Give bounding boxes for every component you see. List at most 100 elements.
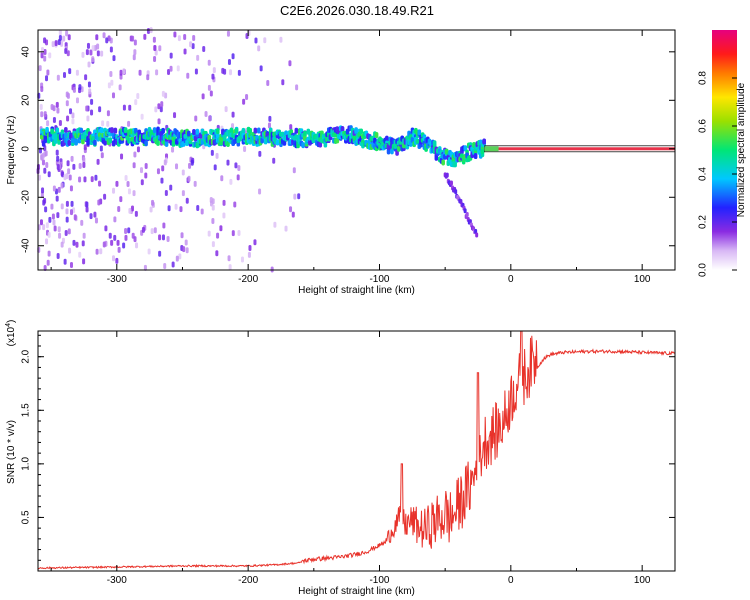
noise-cell	[65, 100, 69, 107]
ridge-peak-cell	[39, 134, 44, 140]
noise-cell	[39, 104, 43, 111]
spectrogram-frame	[37, 29, 676, 271]
noise-cell	[78, 84, 82, 91]
colorbar-label: Normalized spectral amplitude	[736, 82, 747, 217]
noise-cell	[66, 50, 70, 57]
noise-cell	[118, 84, 122, 91]
ridge-cell	[318, 141, 323, 148]
snr-y-ticks: 0.5 1.0 1.5 2.0	[21, 334, 675, 561]
ridge-cell	[113, 127, 118, 134]
ridge-cell	[241, 127, 246, 134]
noise-cell	[43, 264, 47, 271]
noise-cell	[86, 42, 90, 49]
noise-cell	[132, 162, 136, 169]
noise-cell	[60, 241, 64, 248]
noise-cell	[219, 225, 223, 232]
noise-cell	[180, 232, 184, 239]
noise-cell	[149, 206, 153, 213]
spectrogram-cells	[36, 27, 486, 273]
noise-cell	[46, 259, 50, 266]
noise-cell	[237, 69, 241, 76]
noise-cell	[211, 73, 215, 80]
noise-cell	[292, 167, 296, 174]
noise-cell	[144, 163, 148, 170]
noise-cell	[85, 201, 89, 208]
noise-cell	[135, 242, 139, 249]
noise-cell	[111, 92, 115, 99]
noise-cell	[234, 162, 238, 169]
noise-cell	[117, 246, 121, 253]
noise-cell	[128, 207, 132, 214]
y-tick-label: 20	[21, 94, 32, 106]
noise-cell	[263, 37, 267, 44]
noise-cell	[102, 32, 106, 39]
noise-cell	[96, 158, 100, 165]
noise-cell	[227, 255, 231, 262]
noise-cell	[215, 152, 219, 159]
noise-cell	[117, 205, 121, 212]
noise-cell	[122, 242, 126, 249]
noise-cell	[174, 203, 178, 210]
noise-cell	[87, 81, 91, 88]
noise-cell	[157, 103, 161, 110]
ridge-cell	[385, 135, 389, 142]
noise-cell	[75, 69, 79, 76]
noise-cell	[94, 174, 98, 181]
ridge-cell	[390, 148, 394, 155]
noise-cell	[243, 146, 247, 153]
spectrogram-y-label: Frequency (Hz)	[6, 116, 17, 185]
ridge-cell	[234, 127, 239, 134]
noise-cell	[75, 241, 79, 248]
noise-cell	[267, 122, 271, 129]
ridge-cell	[185, 140, 189, 147]
y-tick-label: -20	[21, 190, 32, 205]
noise-cell	[134, 210, 138, 217]
noise-cell	[193, 180, 197, 187]
noise-cell	[224, 106, 228, 113]
noise-cell	[65, 30, 69, 37]
noise-cell	[90, 176, 94, 183]
noise-cell	[289, 124, 293, 131]
noise-cell	[133, 151, 137, 158]
noise-cell	[61, 171, 65, 178]
band-start	[484, 146, 499, 152]
noise-cell	[75, 97, 79, 104]
ridge-cell	[340, 125, 345, 132]
noise-cell	[132, 54, 136, 61]
noise-cell	[182, 246, 186, 253]
noise-cell	[272, 157, 276, 164]
ridge-peak-cell	[352, 135, 357, 141]
noise-cell	[237, 229, 241, 236]
noise-cell	[128, 104, 132, 111]
noise-cell	[279, 36, 283, 43]
noise-cell	[64, 47, 68, 54]
noise-cell	[69, 209, 73, 216]
noise-cell	[222, 212, 226, 219]
y-tick-label: 40	[21, 46, 32, 58]
noise-cell	[115, 257, 119, 264]
branch-cell	[454, 189, 458, 195]
noise-cell	[51, 41, 55, 48]
noise-cell	[43, 37, 47, 44]
noise-cell	[86, 115, 90, 122]
noise-cell	[139, 167, 143, 174]
noise-cell	[146, 27, 150, 34]
figure-title: C2E6.2026.030.18.49.R21	[280, 3, 434, 18]
noise-cell	[124, 175, 128, 182]
noise-cell	[138, 69, 142, 76]
noise-cell	[44, 150, 48, 157]
noise-cell	[169, 184, 173, 191]
noise-cell	[40, 111, 44, 118]
noise-cell	[83, 176, 87, 183]
noise-cell	[247, 251, 251, 258]
x-tick-label: -200	[238, 575, 258, 586]
noise-cell	[70, 200, 74, 207]
noise-cell	[56, 212, 60, 219]
noise-cell	[233, 201, 237, 208]
noise-cell	[57, 226, 61, 233]
noise-cell	[60, 40, 64, 47]
ridge-cell	[93, 139, 97, 146]
noise-cell	[56, 252, 60, 259]
noise-cell	[40, 192, 44, 199]
snr-series-line	[37, 330, 676, 570]
